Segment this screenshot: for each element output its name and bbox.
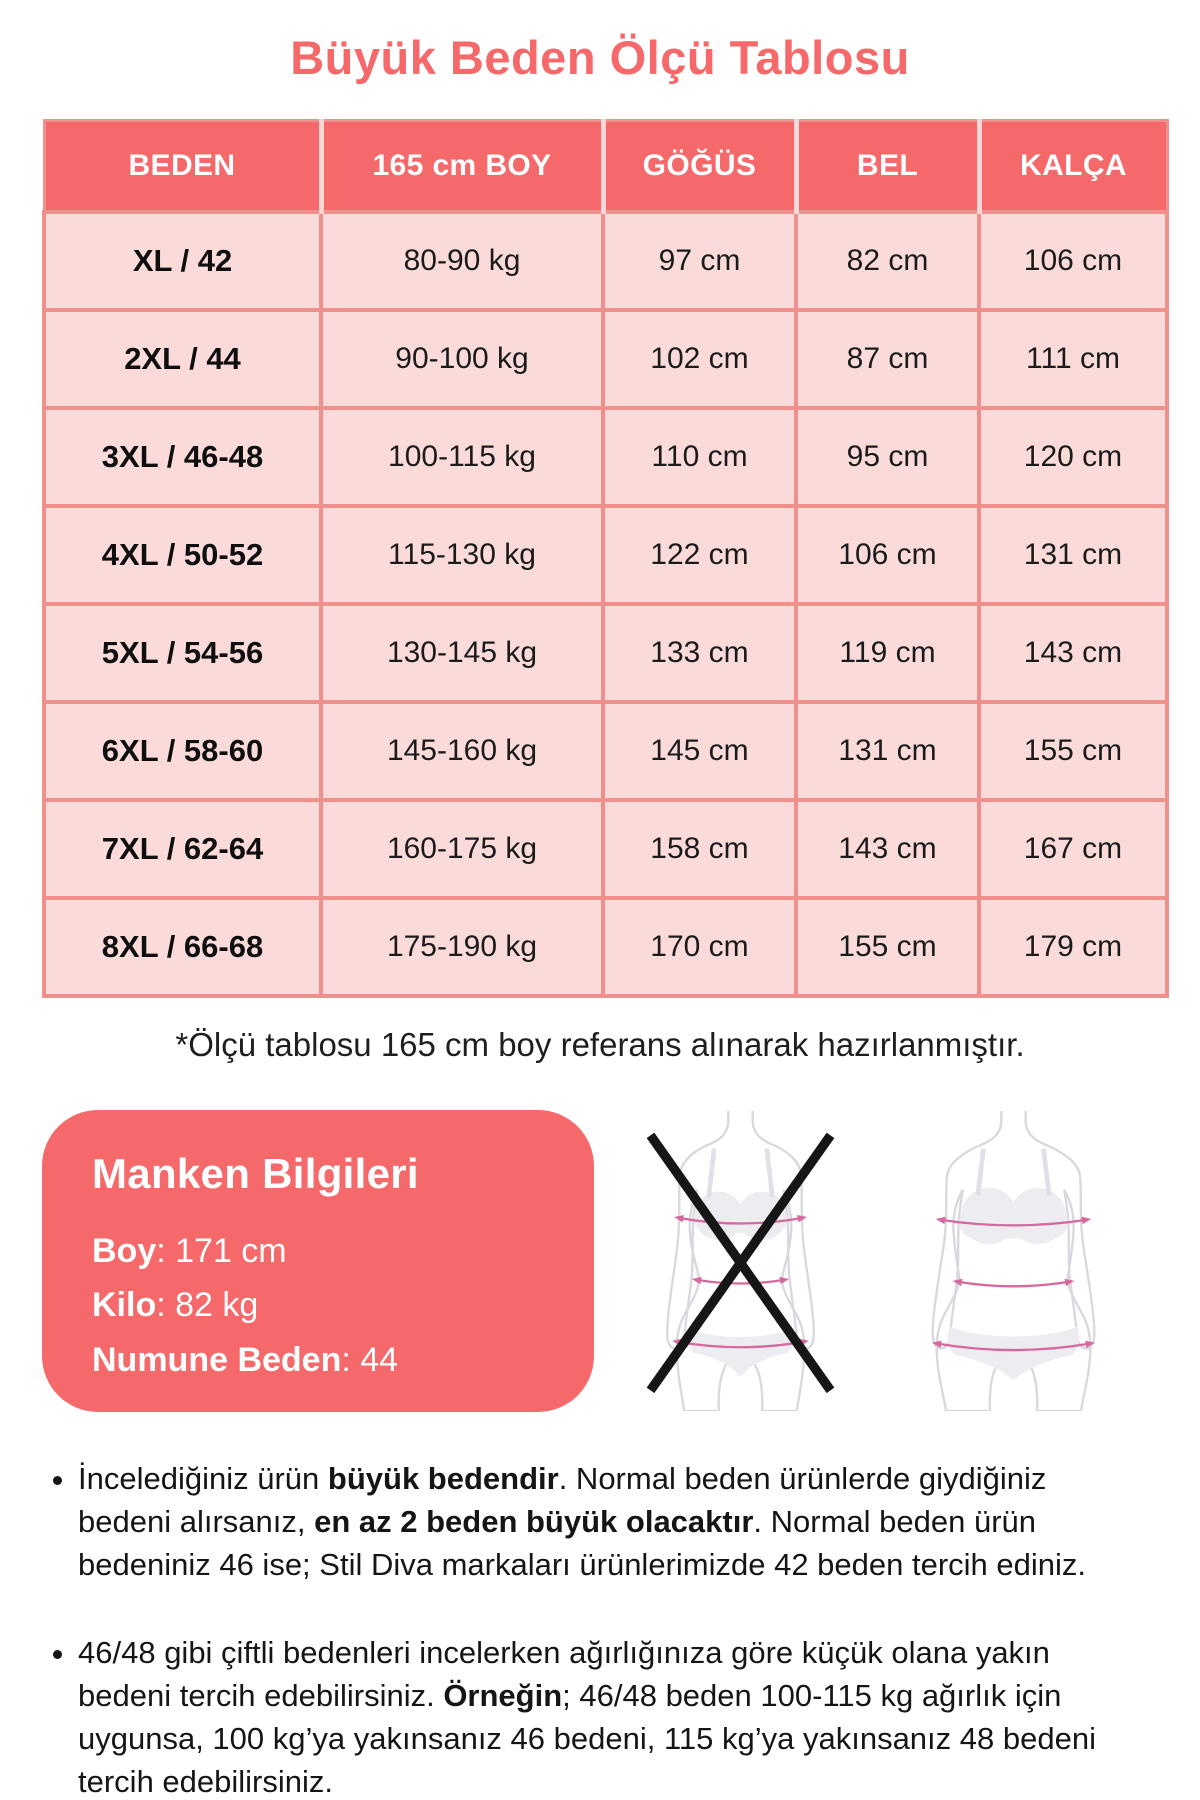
- cell-weight: 130-145 kg: [319, 602, 605, 704]
- cell-weight: 90-100 kg: [319, 308, 605, 410]
- bust-measure-line: [674, 1215, 807, 1225]
- model-weight-line: Kilo: 82 kg: [92, 1278, 566, 1332]
- col-header-hip: KALÇA: [976, 120, 1167, 212]
- cell-size: 6XL / 58-60: [42, 700, 323, 802]
- incorrect-measurement-figure-icon: [646, 1111, 835, 1411]
- cell-hip: 143 cm: [977, 602, 1169, 704]
- cell-hip: 106 cm: [977, 210, 1169, 312]
- size-table: BEDEN 165 cm BOY GÖĞÜS BEL KALÇA XL / 42…: [42, 119, 1169, 998]
- model-sample-size-line: Numune Beden: 44: [92, 1333, 566, 1387]
- cell-waist: 119 cm: [794, 602, 981, 704]
- col-header-weight: 165 cm BOY: [318, 120, 603, 212]
- cell-waist: 143 cm: [794, 798, 981, 900]
- cell-size: 7XL / 62-64: [42, 798, 323, 900]
- measurement-figures: [594, 1110, 1160, 1412]
- cell-hip: 111 cm: [977, 308, 1169, 410]
- note-item-sizing: İncelediğiniz ürün büyük bedendir. Norma…: [78, 1458, 1142, 1586]
- bust-measure-line: [935, 1216, 1092, 1227]
- model-height-line: Boy: 171 cm: [92, 1224, 566, 1278]
- cell-hip: 155 cm: [977, 700, 1169, 802]
- waist-measure-line: [691, 1276, 790, 1285]
- cell-weight: 115-130 kg: [319, 504, 605, 606]
- model-info-card: Manken Bilgileri Boy: 171 cm Kilo: 82 kg…: [42, 1110, 594, 1412]
- cell-size: 8XL / 66-68: [42, 896, 323, 998]
- cell-size: 5XL / 54-56: [42, 602, 323, 704]
- hip-measure-line: [672, 1338, 809, 1349]
- cell-weight: 175-190 kg: [319, 896, 605, 998]
- table-row: 6XL / 58-60 145-160 kg 145 cm 131 cm 155…: [42, 700, 1169, 802]
- cell-weight: 100-115 kg: [319, 406, 605, 508]
- page-title: Büyük Beden Ölçü Tablosu: [290, 31, 910, 84]
- cell-size: 2XL / 44: [42, 308, 323, 410]
- model-sample-size-label: Numune Beden: [92, 1340, 342, 1379]
- col-header-waist: BEL: [793, 120, 979, 212]
- cell-waist: 106 cm: [794, 504, 981, 606]
- bra-strap-right: [1041, 1148, 1052, 1196]
- note-item-double-sizes: 46/48 gibi çiftli bedenleri incelerken a…: [78, 1632, 1142, 1800]
- cell-weight: 145-160 kg: [319, 700, 605, 802]
- cell-waist: 82 cm: [794, 210, 981, 312]
- cell-chest: 102 cm: [601, 308, 798, 410]
- bra-cup-right: [1009, 1187, 1066, 1245]
- model-weight-label: Kilo: [92, 1286, 157, 1325]
- table-row: 5XL / 54-56 130-145 kg 133 cm 119 cm 143…: [42, 602, 1169, 704]
- cell-waist: 87 cm: [794, 308, 981, 410]
- cell-size: XL / 42: [42, 210, 323, 312]
- table-footnote: *Ölçü tablosu 165 cm boy referans alınar…: [175, 1026, 1025, 1063]
- cell-size: 3XL / 46-48: [42, 406, 323, 508]
- model-info-section: Manken Bilgileri Boy: 171 cm Kilo: 82 kg…: [42, 1110, 1160, 1412]
- cell-size: 4XL / 50-52: [42, 504, 323, 606]
- size-table-header-row: BEDEN 165 cm BOY GÖĞÜS BEL KALÇA: [44, 120, 1167, 212]
- model-info-title: Manken Bilgileri: [92, 1150, 419, 1197]
- cell-chest: 122 cm: [601, 504, 798, 606]
- cell-chest: 158 cm: [601, 798, 798, 900]
- notes-list: İncelediğiniz ürün büyük bedendir. Norma…: [46, 1458, 1142, 1800]
- col-header-chest: GÖĞÜS: [600, 120, 796, 212]
- cell-waist: 155 cm: [794, 896, 981, 998]
- bra-strap-left: [706, 1148, 717, 1198]
- panty: [947, 1326, 1080, 1380]
- cell-chest: 110 cm: [601, 406, 798, 508]
- table-row: XL / 42 80-90 kg 97 cm 82 cm 106 cm: [42, 210, 1169, 312]
- cell-chest: 170 cm: [601, 896, 798, 998]
- cell-chest: 145 cm: [601, 700, 798, 802]
- cell-chest: 133 cm: [601, 602, 798, 704]
- correct-measurement-figure-icon: [931, 1111, 1096, 1411]
- cell-waist: 95 cm: [794, 406, 981, 508]
- bra-cup-left: [961, 1187, 1018, 1245]
- table-row: 7XL / 62-64 160-175 kg 158 cm 143 cm 167…: [42, 798, 1169, 900]
- bra-strap-left: [975, 1148, 986, 1196]
- table-row: 8XL / 66-68 175-190 kg 170 cm 155 cm 179…: [42, 896, 1169, 998]
- cell-chest: 97 cm: [601, 210, 798, 312]
- cell-hip: 131 cm: [977, 504, 1169, 606]
- bra-strap-right: [764, 1148, 775, 1198]
- waist-measure-line: [952, 1278, 1075, 1288]
- col-header-size: BEDEN: [44, 120, 321, 212]
- cell-weight: 80-90 kg: [319, 210, 605, 312]
- model-height-value: : 171 cm: [156, 1232, 287, 1270]
- model-sample-size-value: : 44: [341, 1340, 399, 1379]
- model-weight-value: : 82 kg: [156, 1286, 259, 1325]
- table-row: 4XL / 50-52 115-130 kg 122 cm 106 cm 131…: [42, 504, 1169, 606]
- x-cross-icon: [646, 1132, 835, 1394]
- cell-weight: 160-175 kg: [319, 798, 605, 900]
- cell-hip: 167 cm: [977, 798, 1169, 900]
- cell-waist: 131 cm: [794, 700, 981, 802]
- table-row: 2XL / 44 90-100 kg 102 cm 87 cm 111 cm: [42, 308, 1169, 410]
- cell-hip: 179 cm: [977, 896, 1169, 998]
- hip-measure-line: [932, 1340, 1095, 1352]
- model-height-label: Boy: [92, 1232, 157, 1270]
- table-row: 3XL / 46-48 100-115 kg 110 cm 95 cm 120 …: [42, 406, 1169, 508]
- cell-hip: 120 cm: [977, 406, 1169, 508]
